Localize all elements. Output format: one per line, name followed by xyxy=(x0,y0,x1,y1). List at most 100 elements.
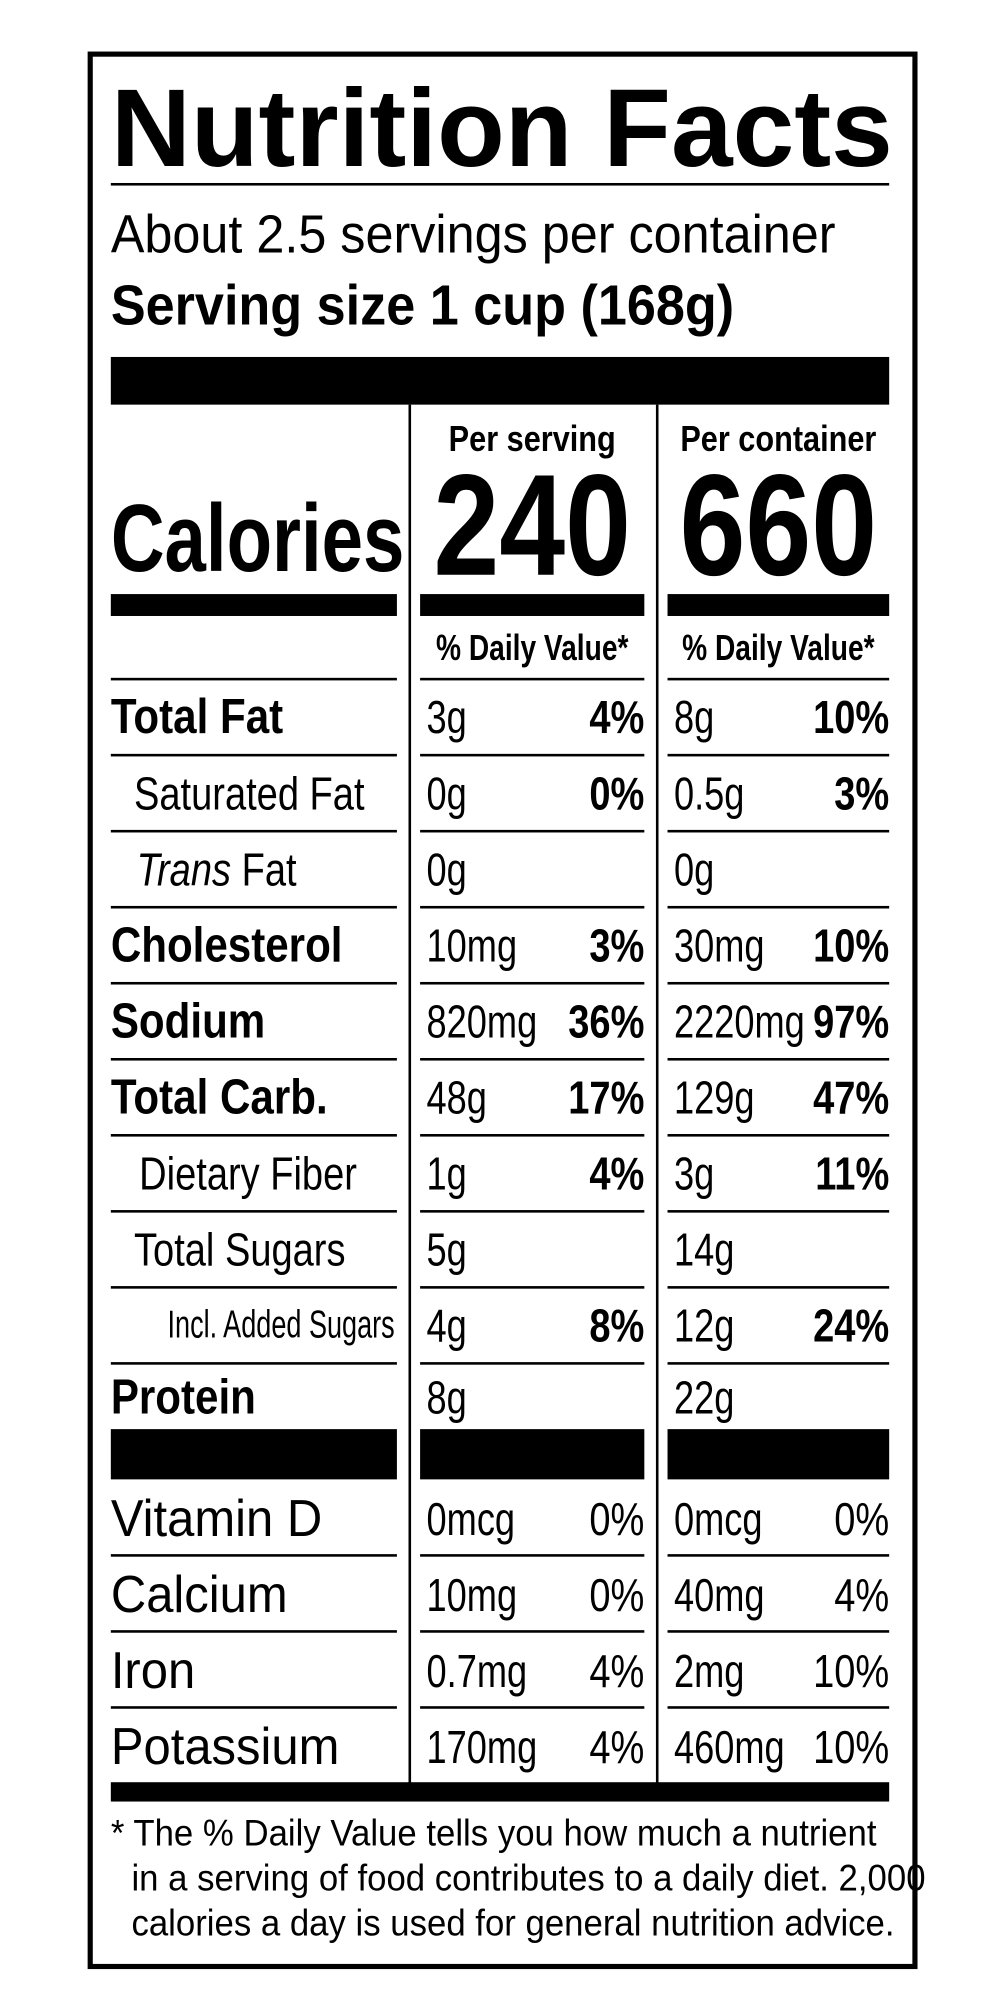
amount: 0g xyxy=(673,842,715,896)
section-bar xyxy=(667,1429,890,1480)
nutrient-name: Total Fat xyxy=(110,690,284,745)
dv-heading: % Daily Value* xyxy=(682,627,875,668)
amount: 0g xyxy=(426,842,467,896)
calories-value: 660 xyxy=(679,444,878,606)
row-rule xyxy=(667,1286,890,1289)
amount: 2220mg xyxy=(673,994,805,1048)
nutrient-name: Total Carb. xyxy=(110,1070,328,1126)
row-rule xyxy=(420,1057,645,1061)
nutrient-name: Protein xyxy=(110,1371,256,1426)
daily-value: 3% xyxy=(834,766,890,820)
row-rule xyxy=(110,1706,397,1709)
vitamin-name: Potassium xyxy=(110,1719,340,1776)
daily-value: 4% xyxy=(589,1644,645,1698)
daily-value: 4% xyxy=(589,1146,645,1200)
amount: 170mg xyxy=(426,1720,538,1774)
row-rule xyxy=(667,829,890,833)
row-rule xyxy=(420,1630,645,1633)
calories-bar xyxy=(667,594,890,616)
servings-per-container: About 2.5 servings per container xyxy=(110,203,836,265)
row-rule xyxy=(667,1706,890,1709)
row-rule xyxy=(420,1706,645,1709)
amount: 2mg xyxy=(673,1644,745,1698)
daily-value: 8% xyxy=(589,1298,645,1352)
footnote: in a serving of food contributes to a da… xyxy=(131,1857,926,1899)
amount: 4g xyxy=(426,1298,467,1352)
amount: 5g xyxy=(426,1222,467,1276)
label-border xyxy=(87,51,918,1970)
thick-bar xyxy=(110,356,890,405)
vitamin-name: Vitamin D xyxy=(110,1490,323,1548)
row-rule xyxy=(667,677,890,681)
amount: 30mg xyxy=(673,918,765,972)
daily-value: 0% xyxy=(589,1492,645,1546)
daily-value: 10% xyxy=(813,690,890,744)
daily-value: 47% xyxy=(813,1070,890,1124)
nutrient-name: Fat xyxy=(241,842,297,896)
daily-value: 97% xyxy=(813,994,890,1048)
row-rule xyxy=(420,753,645,757)
amount: 1g xyxy=(426,1146,467,1200)
row-rule xyxy=(420,1362,645,1365)
daily-value: 0% xyxy=(834,1492,890,1546)
serving-size: Serving size 1 cup (168g) xyxy=(110,274,735,338)
row-rule xyxy=(420,1134,645,1137)
nutrient-name: Total Sugars xyxy=(134,1222,346,1276)
daily-value: 4% xyxy=(589,1720,645,1774)
amount: 0mcg xyxy=(426,1492,516,1546)
row-rule xyxy=(667,905,890,909)
row-rule xyxy=(667,1134,890,1137)
row-rule xyxy=(667,753,890,757)
amount: 3g xyxy=(673,1146,715,1200)
amount: 22g xyxy=(673,1371,735,1424)
amount: 460mg xyxy=(673,1720,785,1774)
daily-value: 0% xyxy=(589,1568,645,1622)
nutrient-name: Saturated Fat xyxy=(134,766,365,820)
row-rule xyxy=(110,1286,397,1289)
column-heading: Per serving xyxy=(448,418,616,459)
row-rule xyxy=(667,1362,890,1365)
section-bar xyxy=(110,1429,397,1480)
row-rule xyxy=(110,829,397,833)
dv-heading: % Daily Value* xyxy=(436,627,629,668)
daily-value: 36% xyxy=(568,994,645,1048)
column-divider xyxy=(655,404,659,1784)
amount: 8g xyxy=(673,690,715,744)
amount: 820mg xyxy=(426,994,538,1048)
row-rule xyxy=(667,1057,890,1061)
calories-value: 240 xyxy=(433,444,631,606)
nutrient-name: Cholesterol xyxy=(110,918,343,973)
nutrient-name: Incl. Added Sugars xyxy=(167,1304,395,1347)
amount: 8g xyxy=(426,1371,467,1424)
daily-value: 10% xyxy=(813,1644,890,1698)
row-rule xyxy=(420,981,645,985)
daily-value: 24% xyxy=(813,1298,890,1352)
row-rule xyxy=(110,1210,397,1213)
row-rule xyxy=(110,1630,397,1633)
amount: 48g xyxy=(426,1070,487,1124)
nutrient-name: Sodium xyxy=(110,994,266,1049)
amount: 14g xyxy=(673,1222,735,1276)
title: Nutrition Facts xyxy=(110,67,893,191)
column-heading: Per container xyxy=(680,418,877,459)
amount: 10mg xyxy=(426,918,518,972)
bottom-bar xyxy=(110,1782,890,1802)
title-rule xyxy=(110,182,890,186)
row-rule xyxy=(110,677,397,681)
nutrient-name: Dietary Fiber xyxy=(139,1146,357,1200)
amount: 3g xyxy=(426,690,467,744)
footnote: calories a day is used for general nutri… xyxy=(131,1902,895,1944)
row-rule xyxy=(420,677,645,681)
daily-value: 17% xyxy=(568,1070,645,1124)
row-rule xyxy=(420,1286,645,1289)
row-rule xyxy=(110,981,397,985)
calories-bar xyxy=(110,594,397,616)
vitamin-name: Iron xyxy=(110,1643,196,1700)
nutrient-name-italic: Trans xyxy=(136,842,232,896)
daily-value: 4% xyxy=(834,1568,890,1622)
row-rule xyxy=(420,905,645,909)
daily-value: 10% xyxy=(813,918,890,972)
amount: 129g xyxy=(673,1070,755,1124)
daily-value: 11% xyxy=(815,1146,890,1200)
daily-value: 3% xyxy=(589,918,645,972)
